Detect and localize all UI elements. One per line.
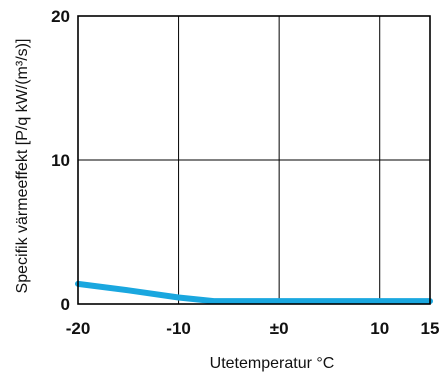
y-tick-label: 10: [51, 151, 70, 170]
y-tick-label: 0: [61, 295, 70, 314]
y-tick-labels: 0 10 20: [51, 7, 70, 314]
series-layer: [75, 280, 433, 305]
x-tick-label: -10: [166, 319, 191, 338]
y-axis-label: Specifik värmeeffekt [P/q kW/(m³/s)]: [14, 39, 31, 294]
x-tick-label: 10: [370, 319, 389, 338]
x-axis-label: Utetemperatur °C: [210, 355, 335, 372]
x-tick-labels: -20 -10 ±0 10 15: [66, 319, 439, 338]
x-tick-label: ±0: [270, 319, 289, 338]
y-tick-label: 20: [51, 7, 70, 26]
x-tick-label: -20: [66, 319, 91, 338]
x-tick-label: 15: [421, 319, 439, 338]
plot-frame: [77, 15, 431, 305]
grid: [77, 15, 431, 305]
series-line: [75, 280, 433, 305]
